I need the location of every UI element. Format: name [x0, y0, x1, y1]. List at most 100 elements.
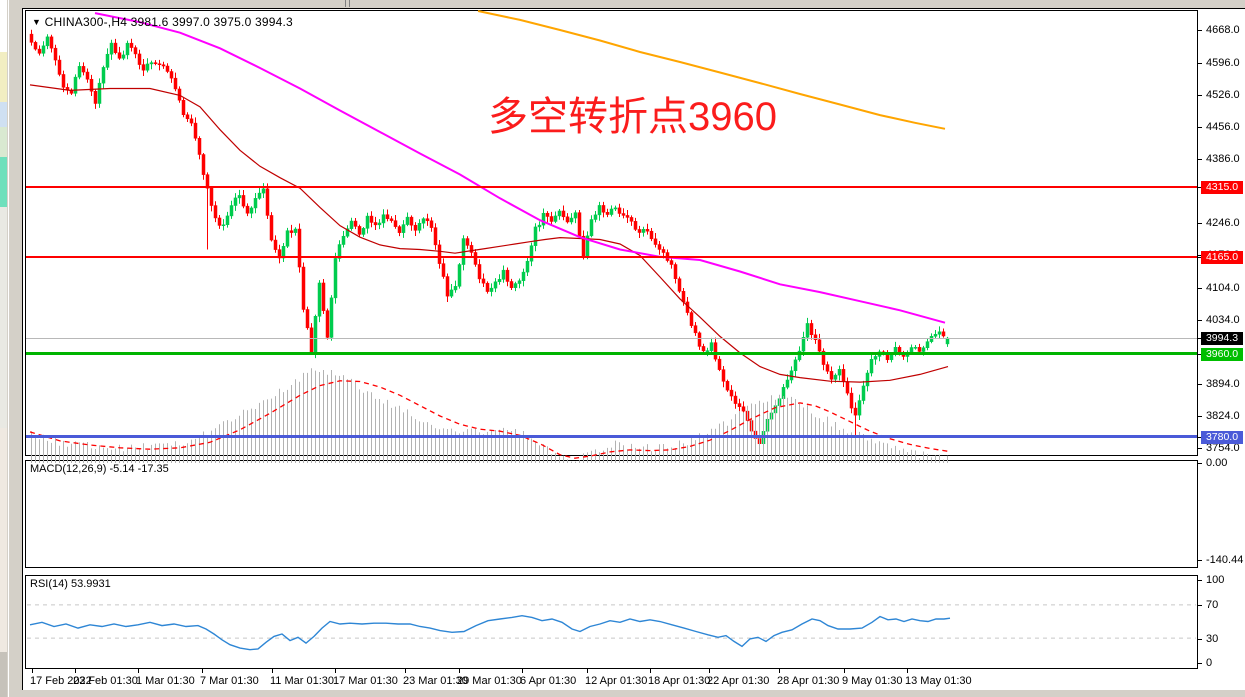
sliver-segment: [0, 157, 7, 207]
time-axis-label: 11 Mar 01:30: [270, 675, 335, 687]
time-axis-label: 18 Apr 01:30: [648, 675, 711, 687]
macd-label: MACD(12,26,9) -5.14 -17.35: [30, 463, 169, 475]
time-axis-tick: [522, 669, 523, 673]
annotation-text: 多空转折点3960: [488, 95, 777, 139]
price-axis-label: 4456.0: [1206, 121, 1240, 133]
price-axis-tick: [1198, 416, 1202, 417]
time-axis-tick: [32, 669, 33, 673]
window-bottom-strip: [22, 690, 1245, 697]
time-axis-tick: [202, 669, 203, 673]
rsi-axis-tick: [1198, 639, 1202, 640]
price-axis-tick: [1198, 354, 1202, 355]
price-axis-label: 4386.0: [1206, 153, 1240, 165]
toolbar-divider: [349, 0, 350, 7]
time-axis-label: 28 Apr 01:30: [777, 675, 840, 687]
time-axis-label: 7 Mar 01:30: [200, 675, 259, 687]
price-axis-tick: [1198, 159, 1202, 160]
macd-axis-tick: [1198, 463, 1202, 464]
price-axis-tick: [1198, 448, 1202, 449]
time-axis-label: 12 Apr 01:30: [585, 675, 648, 687]
time-axis-label: 23 Mar 01:30: [403, 675, 468, 687]
time-axis-label: 22 Apr 01:30: [707, 675, 770, 687]
price-axis-tick: [1198, 187, 1202, 188]
time-axis-label: 17 Mar 01:30: [333, 675, 398, 687]
resistance-line-4315[interactable]: [26, 186, 1197, 188]
time-axis-tick: [459, 669, 460, 673]
sliver-segment: [0, 428, 7, 652]
price-axis-tick: [1198, 288, 1202, 289]
chevron-down-icon[interactable]: ▼: [32, 17, 42, 27]
time-axis-tick: [709, 669, 710, 673]
price-axis-label: 4526.0: [1206, 89, 1240, 101]
ohlc-low: 3975.0: [213, 15, 252, 29]
price-axis-label: 4246.0: [1206, 217, 1240, 229]
price-axis-tick: [1198, 223, 1202, 224]
time-axis-tick: [907, 669, 908, 673]
ohlc-open: 3981.6: [130, 15, 169, 29]
macd-axis-label: 0.00: [1206, 457, 1228, 469]
price-chart-panel[interactable]: [25, 10, 1198, 456]
price-axis-tick: [1198, 437, 1202, 438]
time-axis-tick: [844, 669, 845, 673]
price-badge: 3780.0: [1201, 431, 1243, 444]
time-axis-tick: [335, 669, 336, 673]
chart-header: ▼ CHINA300-,H4 3981.6 3997.0 3975.0 3994…: [32, 15, 293, 29]
sliver-segment: [0, 102, 7, 127]
macd-axis-tick: [1198, 560, 1202, 561]
support-line-3780[interactable]: [26, 435, 1197, 438]
rsi-axis-tick: [1198, 663, 1202, 664]
price-axis-tick: [1198, 257, 1202, 258]
pivot-line-3960[interactable]: [26, 352, 1197, 355]
time-axis-label: 1 Mar 01:30: [136, 675, 195, 687]
time-axis-label: 23 Feb 01:30: [73, 675, 138, 687]
macd-axis-label: -140.44: [1206, 554, 1244, 566]
price-axis-label: 3894.0: [1206, 378, 1240, 390]
price-axis-label: 4596.0: [1206, 57, 1240, 69]
price-axis-tick: [1198, 63, 1202, 64]
rsi-panel[interactable]: [25, 575, 1198, 669]
macd-panel[interactable]: [25, 460, 1198, 568]
rsi-axis-label: 0: [1206, 657, 1213, 669]
time-axis-tick: [405, 669, 406, 673]
sliver-segment: [0, 0, 7, 52]
time-axis-label: 13 May 01:30: [905, 675, 972, 687]
price-axis-tick: [1198, 338, 1202, 339]
resistance-line-4165[interactable]: [26, 256, 1197, 258]
sliver-segment: [0, 127, 7, 157]
last-price-line: [26, 338, 1197, 339]
time-axis-label: 29 Mar 01:30: [457, 675, 522, 687]
time-axis-tick: [779, 669, 780, 673]
time-axis-tick: [138, 669, 139, 673]
sliver-segment: [0, 652, 7, 697]
time-axis-tick: [272, 669, 273, 673]
rsi-label: RSI(14) 53.9931: [30, 578, 111, 590]
price-axis-tick: [1198, 30, 1202, 31]
price-axis-tick: [1198, 384, 1202, 385]
price-axis-label: 3754.0: [1206, 442, 1240, 454]
price-badge: 4315.0: [1201, 181, 1243, 194]
price-badge: 3960.0: [1201, 348, 1243, 361]
time-axis-tick: [650, 669, 651, 673]
sliver-segment: [0, 207, 7, 428]
price-axis-tick: [1198, 320, 1202, 321]
time-axis-label: 9 May 01:30: [842, 675, 903, 687]
rsi-axis-label: 100: [1206, 574, 1225, 586]
price-axis-label: 4034.0: [1206, 314, 1240, 326]
time-axis-label: 6 Apr 01:30: [520, 675, 577, 687]
rsi-axis-label: 30: [1206, 633, 1219, 645]
ohlc-high: 3997.0: [172, 15, 210, 29]
toolbar-divider: [345, 0, 346, 7]
price-axis-label: 4104.0: [1206, 282, 1240, 294]
ohlc-close: 3994.3: [255, 15, 293, 29]
price-axis-label: 4668.0: [1206, 24, 1240, 36]
price-axis-tick: [1198, 127, 1202, 128]
price-badge: 4165.0: [1201, 251, 1243, 264]
time-axis-tick: [587, 669, 588, 673]
time-axis-label: 17 Feb 2022: [30, 675, 92, 687]
rsi-axis-label: 70: [1206, 599, 1219, 611]
rsi-axis-tick: [1198, 605, 1202, 606]
time-axis-tick: [75, 669, 76, 673]
price-axis-label: 3824.0: [1206, 410, 1240, 422]
frame-ridge: [8, 0, 9, 697]
